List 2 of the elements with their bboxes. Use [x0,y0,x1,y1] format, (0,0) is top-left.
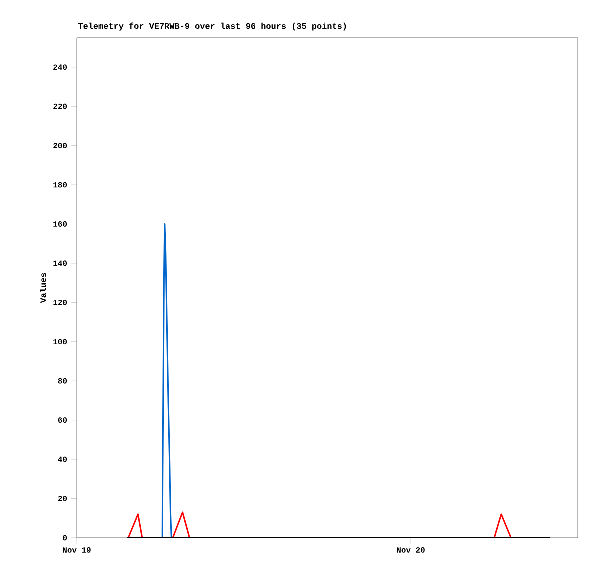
y-axis-title: Values [40,273,46,304]
chart-title: Telemetry for VE7RWB-9 over last 96 hours (35 points) [78,22,346,31]
